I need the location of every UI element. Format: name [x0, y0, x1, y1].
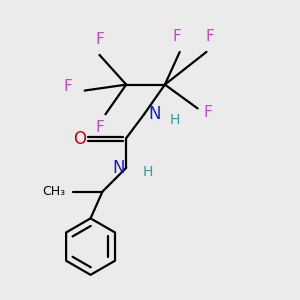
Text: F: F — [203, 105, 212, 120]
Text: N: N — [112, 159, 125, 177]
Text: F: F — [172, 29, 181, 44]
Text: O: O — [73, 130, 86, 148]
Text: CH₃: CH₃ — [42, 185, 65, 198]
Text: F: F — [64, 79, 73, 94]
Text: F: F — [95, 120, 104, 135]
Text: H: H — [142, 165, 153, 179]
Text: N: N — [148, 105, 161, 123]
Text: H: H — [169, 113, 180, 127]
Text: F: F — [95, 32, 104, 47]
Text: F: F — [205, 29, 214, 44]
